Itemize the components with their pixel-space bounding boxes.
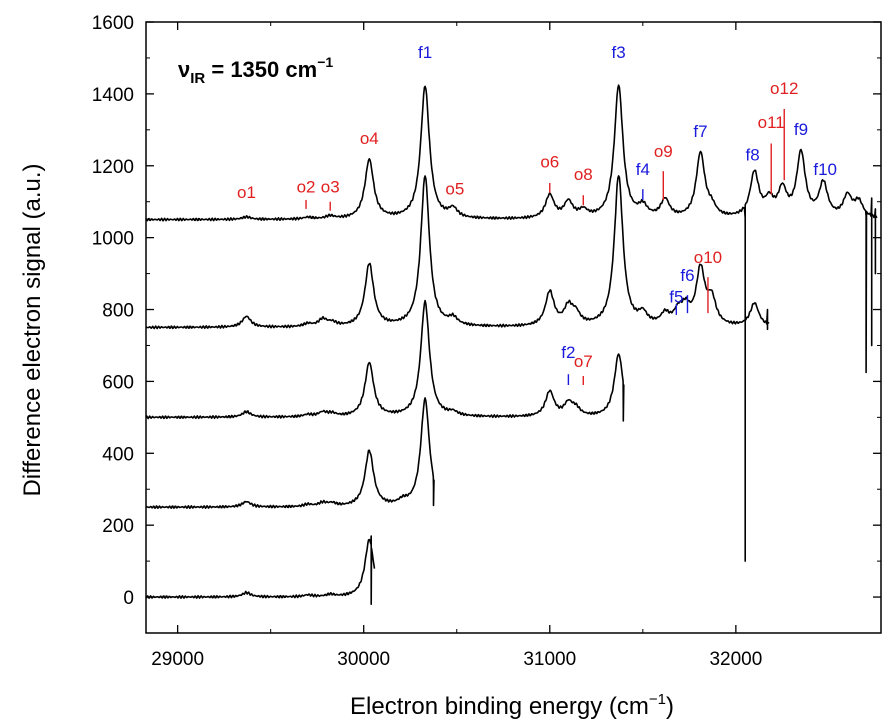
- annotation-f1: f1: [418, 43, 432, 62]
- legend-sup: −1: [317, 54, 333, 70]
- annotation-f7: f7: [693, 122, 707, 141]
- annotation-f9: f9: [794, 120, 808, 139]
- annotation-f2: f2: [561, 343, 575, 362]
- legend-nu: ν: [178, 57, 190, 82]
- annotation-o3: o3: [321, 178, 340, 197]
- x-tick-label: 29000: [151, 649, 204, 670]
- spectrum-trace-1: [145, 535, 376, 605]
- legend-label: νIR = 1350 cm−1: [178, 54, 333, 87]
- annotation-o4: o4: [360, 129, 379, 148]
- y-tick-label: 0: [123, 588, 134, 609]
- y-tick-label: 600: [102, 372, 134, 393]
- axis-tick-labels: 29000 30000 31000 32000 0 200 400 600 800 1000 120…: [92, 13, 763, 670]
- annotation-o9: o9: [654, 142, 673, 161]
- annotation-f4: f4: [636, 160, 650, 179]
- annotation-o10: o10: [694, 248, 722, 267]
- annotation-f10: f10: [813, 160, 837, 179]
- spectrum-trace-5: [145, 84, 878, 562]
- legend-text: = 1350 cm: [205, 57, 317, 82]
- x-axis-title-close: ): [666, 693, 674, 720]
- x-tick-label: 30000: [337, 649, 390, 670]
- y-tick-label: 1200: [92, 157, 134, 178]
- annotation-o5: o5: [445, 180, 464, 199]
- annotation-f8: f8: [746, 145, 760, 164]
- y-tick-label: 1400: [92, 85, 134, 106]
- x-axis-title-text: Electron binding energy (cm: [350, 693, 649, 720]
- annotation-o6: o6: [540, 153, 559, 172]
- y-tick-label: 1600: [92, 13, 134, 34]
- spectrum-trace-2: [145, 397, 435, 510]
- axis-ticks: [146, 21, 881, 633]
- annotation-o2: o2: [297, 178, 316, 197]
- y-tick-label: 400: [102, 444, 134, 465]
- spectrum-trace-3: [145, 299, 625, 422]
- x-axis-title: Electron binding energy (cm−1): [350, 691, 674, 720]
- x-tick-label: 31000: [523, 649, 576, 670]
- spectrum-traces: [145, 84, 878, 605]
- y-tick-label: 800: [102, 301, 134, 322]
- legend-sub: IR: [190, 70, 205, 87]
- x-tick-label: 32000: [709, 649, 762, 670]
- spectrum-trace-4: [145, 175, 770, 331]
- annotation-f6: f6: [680, 266, 694, 285]
- annotation-f3: f3: [612, 43, 626, 62]
- annotation-o12: o12: [770, 79, 798, 98]
- y-tick-label: 200: [102, 516, 134, 537]
- annotation-o1: o1: [237, 183, 256, 202]
- annotation-f5: f5: [669, 287, 683, 306]
- y-tick-label: 1000: [92, 229, 134, 250]
- annotation-o7: o7: [574, 352, 593, 371]
- annotation-o11: o11: [758, 113, 785, 132]
- annotation-o8: o8: [574, 165, 593, 184]
- x-axis-title-sup: −1: [649, 691, 666, 708]
- y-axis-title: Difference electron signal (a.u.): [19, 163, 46, 496]
